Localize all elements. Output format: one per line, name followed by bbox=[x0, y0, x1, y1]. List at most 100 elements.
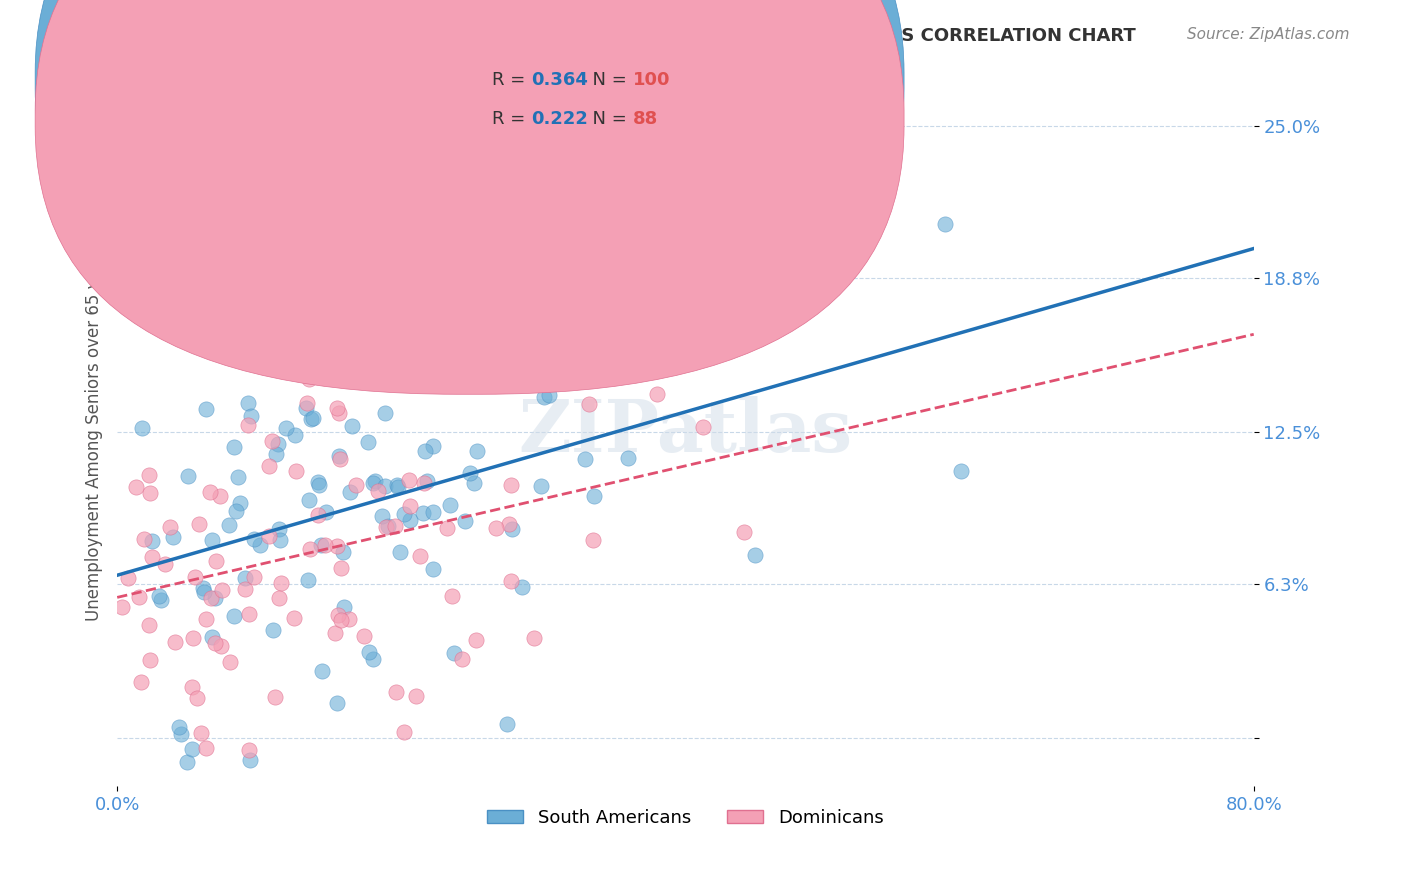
Point bbox=[218, 518, 240, 533]
Point bbox=[344, 478, 367, 492]
Point bbox=[195, 741, 218, 756]
Point bbox=[377, 519, 399, 533]
Point bbox=[733, 525, 755, 540]
Point bbox=[298, 492, 321, 507]
Point bbox=[357, 435, 380, 450]
Point bbox=[200, 591, 222, 605]
Point bbox=[323, 626, 346, 640]
Point bbox=[194, 334, 217, 348]
Point bbox=[195, 611, 218, 625]
Point bbox=[295, 396, 318, 410]
Point bbox=[176, 755, 198, 769]
Point bbox=[596, 298, 619, 312]
Point bbox=[520, 353, 543, 368]
Point bbox=[169, 721, 191, 735]
Point bbox=[180, 741, 202, 756]
Point bbox=[508, 377, 530, 392]
Point bbox=[412, 506, 434, 520]
Point bbox=[128, 590, 150, 604]
Text: Source: ZipAtlas.com: Source: ZipAtlas.com bbox=[1187, 27, 1350, 42]
Point bbox=[311, 664, 333, 678]
Text: R =: R = bbox=[492, 110, 531, 128]
Point bbox=[267, 522, 290, 536]
Point bbox=[692, 420, 714, 434]
Point bbox=[239, 753, 262, 767]
Point bbox=[440, 590, 463, 604]
Point bbox=[307, 508, 329, 523]
Point bbox=[332, 544, 354, 558]
Point bbox=[226, 470, 249, 484]
Point bbox=[209, 639, 232, 653]
Point bbox=[194, 402, 217, 417]
Legend: South Americans, Dominicans: South Americans, Dominicans bbox=[479, 802, 891, 834]
Point bbox=[367, 483, 389, 498]
Point bbox=[186, 691, 208, 706]
Point bbox=[744, 548, 766, 562]
Point bbox=[363, 652, 385, 666]
Point bbox=[302, 411, 325, 425]
Point bbox=[267, 437, 290, 451]
Point bbox=[170, 727, 193, 741]
Point bbox=[374, 406, 396, 420]
Point bbox=[139, 486, 162, 500]
Point bbox=[138, 618, 160, 632]
Point bbox=[413, 444, 436, 458]
Point bbox=[141, 534, 163, 549]
Point bbox=[307, 475, 329, 489]
Point bbox=[204, 636, 226, 650]
Point bbox=[262, 623, 284, 637]
Point bbox=[337, 611, 360, 625]
Point bbox=[204, 591, 226, 605]
Point bbox=[190, 726, 212, 740]
Point bbox=[326, 696, 349, 710]
Point bbox=[219, 656, 242, 670]
Point bbox=[198, 484, 221, 499]
Point bbox=[235, 582, 257, 597]
Point bbox=[332, 599, 354, 614]
Point bbox=[238, 743, 260, 757]
Point bbox=[329, 451, 352, 466]
Point bbox=[486, 253, 509, 268]
Point bbox=[523, 631, 546, 645]
Text: 100: 100 bbox=[633, 71, 671, 89]
Point bbox=[399, 499, 422, 513]
Point bbox=[176, 469, 198, 483]
Point bbox=[363, 476, 385, 491]
Point bbox=[141, 549, 163, 564]
Point bbox=[138, 467, 160, 482]
Point bbox=[537, 388, 560, 402]
Point bbox=[297, 372, 319, 386]
Point bbox=[495, 716, 517, 731]
Point bbox=[299, 411, 322, 425]
Point bbox=[148, 589, 170, 603]
Text: N =: N = bbox=[581, 110, 633, 128]
Point bbox=[270, 575, 292, 590]
Point bbox=[606, 316, 628, 330]
Point bbox=[260, 434, 283, 449]
Point bbox=[451, 652, 474, 666]
Point bbox=[267, 591, 290, 606]
Point bbox=[430, 292, 453, 306]
Point bbox=[392, 508, 415, 522]
Point bbox=[131, 675, 153, 690]
Point bbox=[389, 361, 412, 376]
Point bbox=[201, 533, 224, 547]
Point bbox=[415, 474, 437, 488]
Point bbox=[236, 417, 259, 432]
Point bbox=[134, 532, 156, 546]
Point bbox=[252, 359, 274, 373]
Text: SOUTH AMERICAN VS DOMINICAN UNEMPLOYMENT AMONG SENIORS OVER 65 YEARS CORRELATION: SOUTH AMERICAN VS DOMINICAN UNEMPLOYMENT… bbox=[56, 27, 1136, 45]
Point bbox=[193, 585, 215, 599]
Point bbox=[208, 489, 231, 503]
Point bbox=[436, 343, 458, 358]
Point bbox=[188, 516, 211, 531]
Point bbox=[263, 690, 285, 705]
Point bbox=[685, 334, 707, 349]
Point bbox=[574, 451, 596, 466]
Point bbox=[463, 475, 485, 490]
Point bbox=[163, 635, 186, 649]
Point bbox=[138, 653, 160, 667]
Point bbox=[249, 538, 271, 552]
Text: 88: 88 bbox=[633, 110, 658, 128]
Point bbox=[283, 611, 305, 625]
